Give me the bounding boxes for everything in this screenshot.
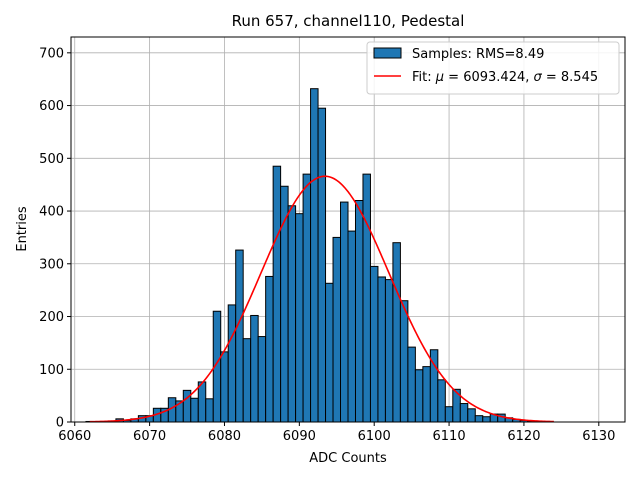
histogram-bar [332, 236, 342, 423]
x-tick-label: 6110 [433, 429, 466, 444]
histogram-bar [242, 338, 252, 423]
x-tick-label: 6060 [58, 429, 91, 444]
x-tick-label: 6100 [358, 429, 391, 444]
y-tick-label: 700 [39, 46, 64, 61]
histogram-bar [422, 366, 431, 423]
histogram-bars [85, 88, 551, 423]
x-tick-label: 6090 [283, 429, 316, 444]
legend-fit-mu-value: = 6093.424, [444, 70, 533, 85]
y-tick-label: 300 [39, 257, 64, 272]
legend-fit-label: Fit: μ = 6093.424, σ = 8.545 [412, 70, 598, 85]
x-tick-label: 6130 [582, 429, 615, 444]
histogram-bar [205, 398, 214, 423]
histogram-bar [265, 275, 274, 423]
histogram-bar [295, 213, 304, 423]
y-axis-ticks: 0 100 200 300 400 500 600 700 [39, 46, 71, 431]
histogram-bar [407, 346, 416, 423]
x-axis-ticks: 6060 6070 6080 6090 6100 6110 6120 6130 [58, 422, 615, 444]
legend-fit-sigma-value: = 8.545 [542, 70, 598, 85]
fit-curve [89, 175, 554, 423]
histogram-bar [302, 173, 312, 423]
histogram-bar [369, 265, 379, 423]
legend-fit-mu-symbol: μ [435, 70, 444, 85]
x-tick-label: 6070 [133, 429, 166, 444]
histogram-bar [340, 201, 349, 423]
legend-fit-sigma-symbol: σ [534, 70, 543, 85]
y-tick-label: 600 [39, 99, 64, 114]
histogram-bar [414, 369, 424, 423]
histogram-bar [444, 406, 454, 423]
histogram-bar [190, 397, 199, 423]
histogram-bar [287, 205, 297, 423]
histogram-bar [250, 314, 259, 423]
y-tick-label: 400 [39, 205, 64, 220]
plot-frame [70, 36, 626, 423]
histogram-bar [399, 300, 409, 423]
y-tick-label: 500 [39, 152, 64, 167]
histogram-bar [437, 379, 446, 423]
histogram-bar [325, 282, 334, 423]
histogram-bar [347, 230, 356, 423]
legend-histogram-swatch [373, 47, 402, 59]
legend-fit-prefix: Fit: [412, 70, 436, 85]
histogram-bar [377, 276, 386, 423]
histogram-bar [474, 415, 484, 423]
histogram-bar [459, 403, 469, 423]
y-tick-label: 0 [56, 416, 64, 431]
histogram-bar [362, 173, 371, 423]
x-axis-label: ADC Counts [309, 451, 387, 466]
histogram-bar [220, 351, 229, 423]
histogram-bar [392, 242, 401, 423]
histogram-bar [467, 408, 476, 423]
histogram-bar [310, 88, 319, 423]
histogram-bar [317, 107, 327, 423]
histogram-bar [354, 199, 364, 423]
histogram-bar [197, 381, 207, 423]
histogram-bar [227, 304, 237, 423]
chart-title: Run 657, channel110, Pedestal [232, 12, 465, 30]
y-tick-label: 200 [39, 310, 64, 325]
y-axis-label: Entries [15, 206, 30, 252]
x-tick-label: 6120 [507, 429, 540, 444]
histogram-bar [384, 279, 394, 423]
histogram-bar [235, 249, 244, 423]
histogram-bar [257, 336, 267, 423]
legend: Samples: RMS=8.49 Fit: μ = 6093.424, σ =… [366, 41, 620, 95]
histogram-bar [272, 165, 282, 423]
x-tick-label: 6080 [208, 429, 241, 444]
legend-box [366, 41, 620, 95]
legend-histogram-label: Samples: RMS=8.49 [412, 47, 544, 62]
y-tick-label: 100 [39, 363, 64, 378]
histogram-bar [482, 416, 491, 423]
